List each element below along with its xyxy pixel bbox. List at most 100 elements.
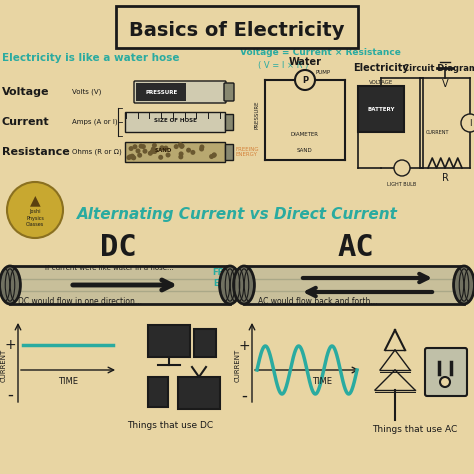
Text: Basics of Electricity: Basics of Electricity (129, 20, 345, 39)
Circle shape (136, 148, 140, 154)
FancyBboxPatch shape (425, 348, 467, 396)
Bar (225, 114, 233, 130)
FancyBboxPatch shape (116, 6, 358, 48)
Circle shape (151, 146, 156, 152)
Circle shape (7, 182, 63, 238)
Text: PRESSURE: PRESSURE (146, 90, 178, 94)
Text: VOLTAGE: VOLTAGE (369, 80, 393, 84)
Circle shape (138, 144, 144, 149)
Text: Voltage = Current × Resistance: Voltage = Current × Resistance (240, 47, 401, 56)
Text: +: + (4, 338, 16, 352)
Bar (148, 377, 168, 407)
Ellipse shape (219, 266, 240, 304)
Text: DC: DC (100, 234, 137, 263)
Bar (10, 266, 230, 304)
Bar (194, 329, 216, 357)
Bar (225, 144, 233, 160)
Text: SAND: SAND (155, 147, 172, 153)
Text: Circuit Diagram: Circuit Diagram (403, 64, 474, 73)
Circle shape (148, 151, 153, 156)
Circle shape (164, 146, 168, 151)
Text: R: R (442, 173, 448, 183)
Text: CURRENT: CURRENT (426, 130, 449, 136)
Circle shape (173, 144, 179, 149)
Circle shape (461, 114, 474, 132)
Circle shape (137, 153, 142, 158)
Text: PRESSURE: PRESSURE (255, 101, 259, 129)
Text: Voltage: Voltage (2, 87, 49, 97)
Circle shape (209, 154, 214, 159)
Circle shape (131, 155, 136, 160)
Text: LIGHT BULB: LIGHT BULB (387, 182, 417, 186)
Circle shape (178, 155, 183, 159)
Bar (136, 83, 186, 101)
Circle shape (191, 150, 195, 155)
Text: I: I (469, 118, 471, 128)
Circle shape (141, 144, 146, 149)
Text: PUMP: PUMP (315, 70, 330, 74)
Bar (358, 86, 404, 132)
Text: V: V (442, 79, 448, 89)
Text: Water: Water (289, 57, 321, 67)
Text: Amps (A or I): Amps (A or I) (72, 119, 118, 125)
Circle shape (179, 144, 184, 149)
Circle shape (132, 144, 137, 149)
Text: P: P (302, 75, 308, 84)
Text: BATTERY: BATTERY (367, 107, 395, 111)
Circle shape (440, 377, 450, 387)
Text: Joshi
Physics
Classes: Joshi Physics Classes (26, 210, 44, 227)
Text: TIME: TIME (58, 377, 78, 386)
Text: ( V = I × R ): ( V = I × R ) (258, 61, 309, 70)
Text: +: + (238, 339, 250, 353)
Text: Resistance: Resistance (2, 147, 70, 157)
Bar (244, 266, 464, 304)
Text: Things that use DC: Things that use DC (127, 420, 213, 429)
Text: AC: AC (337, 234, 374, 263)
Text: Things that use AC: Things that use AC (373, 426, 457, 435)
Text: FREEING
ENERGY: FREEING ENERGY (236, 146, 260, 157)
Circle shape (152, 143, 157, 148)
Text: ▲: ▲ (30, 193, 40, 207)
Text: CURRENT: CURRENT (235, 348, 241, 382)
Text: TIME: TIME (312, 377, 332, 386)
Circle shape (127, 155, 131, 160)
FancyBboxPatch shape (134, 81, 226, 103)
Text: Alternating Current vs Direct Current: Alternating Current vs Direct Current (77, 208, 397, 222)
Circle shape (143, 149, 147, 154)
Circle shape (165, 153, 171, 157)
Circle shape (130, 154, 135, 159)
Text: Electricity is like a water hose: Electricity is like a water hose (2, 53, 180, 63)
Ellipse shape (0, 266, 20, 304)
Circle shape (128, 154, 133, 159)
Text: Ohms (R or Ω): Ohms (R or Ω) (72, 149, 122, 155)
Bar (125, 142, 225, 162)
Circle shape (159, 146, 164, 150)
Circle shape (158, 155, 163, 160)
Bar (148, 325, 190, 357)
Text: Volts (V): Volts (V) (72, 89, 101, 95)
Circle shape (394, 160, 410, 176)
Text: -: - (241, 387, 247, 405)
Text: If current were like water in a hose...: If current were like water in a hose... (45, 265, 174, 271)
Bar (178, 377, 220, 409)
Circle shape (180, 144, 184, 148)
Circle shape (212, 152, 217, 157)
Circle shape (186, 148, 191, 153)
Ellipse shape (454, 266, 474, 304)
Text: DC would flow in one direction...: DC would flow in one direction... (18, 298, 142, 307)
FancyBboxPatch shape (224, 83, 234, 101)
Circle shape (211, 153, 217, 158)
Circle shape (128, 146, 134, 151)
Text: CURRENT: CURRENT (1, 348, 7, 382)
Circle shape (130, 155, 136, 160)
Bar (125, 112, 225, 132)
Text: -: - (7, 386, 13, 404)
Circle shape (152, 149, 157, 154)
Circle shape (179, 151, 183, 156)
Text: AC would flow back and forth...: AC would flow back and forth... (258, 298, 377, 307)
Circle shape (295, 70, 315, 90)
Circle shape (200, 145, 204, 149)
Circle shape (153, 149, 157, 154)
Ellipse shape (234, 266, 255, 304)
Text: Current: Current (2, 117, 50, 127)
